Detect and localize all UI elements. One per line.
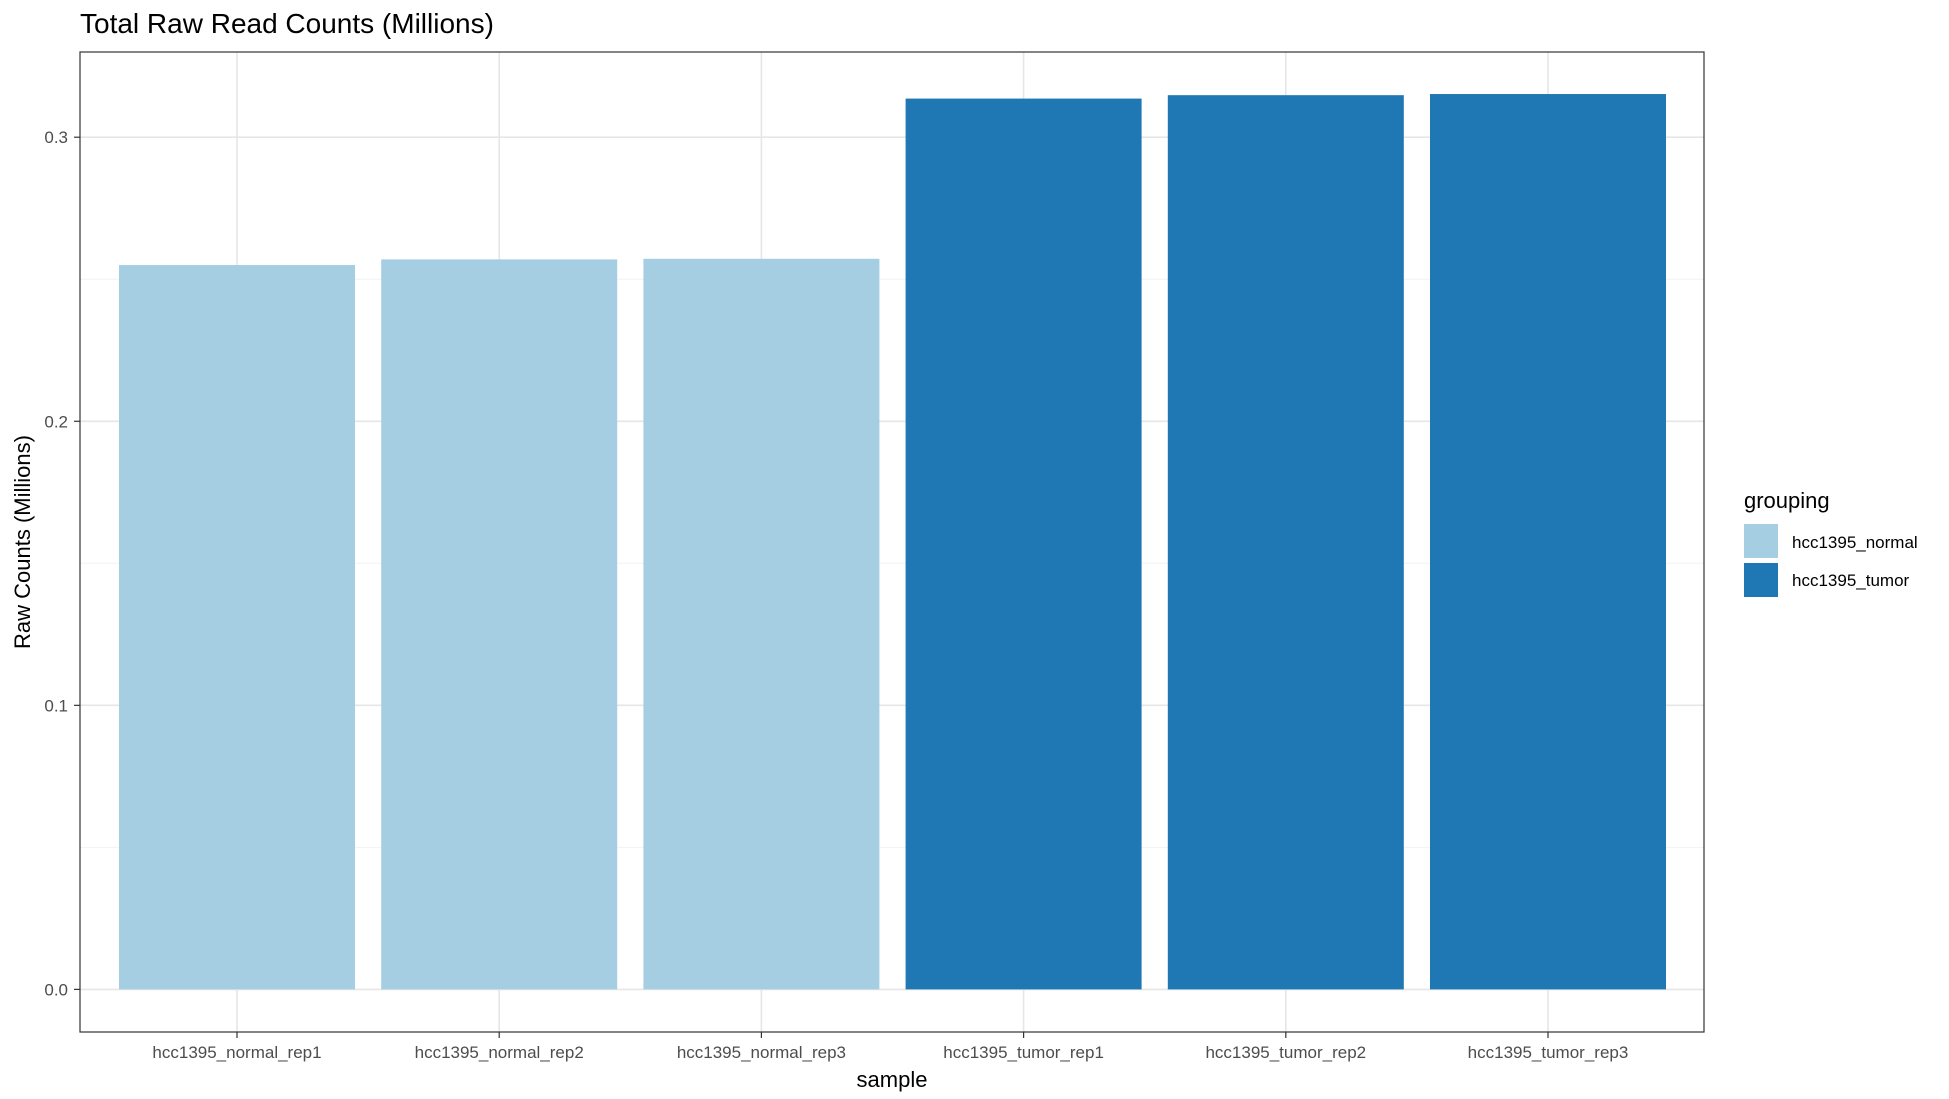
legend: grouping hcc1395_normal hcc1395_tumor bbox=[1744, 488, 1918, 597]
bars bbox=[119, 94, 1666, 990]
y-tick-label: 0.1 bbox=[44, 696, 68, 715]
legend-title: grouping bbox=[1744, 488, 1830, 513]
plot-border bbox=[79, 51, 1705, 1033]
bar bbox=[905, 98, 1142, 990]
legend-swatch-normal bbox=[1744, 524, 1778, 558]
x-axis-title: sample bbox=[857, 1067, 928, 1092]
bar bbox=[1167, 95, 1404, 990]
bar bbox=[381, 259, 618, 990]
y-axis-ticks: 0.0 0.1 0.2 0.3 bbox=[44, 128, 80, 999]
bar bbox=[1430, 94, 1666, 990]
y-tick-label: 0.2 bbox=[44, 412, 68, 431]
x-tick-label: hcc1395_normal_rep3 bbox=[677, 1043, 846, 1062]
bar bbox=[643, 258, 880, 990]
x-tick-label: hcc1395_tumor_rep3 bbox=[1468, 1043, 1629, 1062]
legend-label-normal: hcc1395_normal bbox=[1792, 533, 1918, 552]
legend-label-tumor: hcc1395_tumor bbox=[1792, 571, 1910, 590]
y-tick-label: 0.0 bbox=[44, 980, 68, 999]
chart-title: Total Raw Read Counts (Millions) bbox=[80, 8, 494, 39]
legend-swatch-tumor bbox=[1744, 563, 1778, 597]
x-tick-label: hcc1395_normal_rep1 bbox=[152, 1043, 321, 1062]
x-tick-label: hcc1395_tumor_rep1 bbox=[943, 1043, 1104, 1062]
x-axis-ticks: hcc1395_normal_rep1 hcc1395_normal_rep2 hc… bbox=[152, 1032, 1628, 1062]
x-tick-label: hcc1395_tumor_rep2 bbox=[1205, 1043, 1366, 1062]
y-tick-label: 0.3 bbox=[44, 128, 68, 147]
bar bbox=[119, 265, 355, 990]
x-tick-label: hcc1395_normal_rep2 bbox=[415, 1043, 584, 1062]
y-axis-title: Raw Counts (Millions) bbox=[10, 435, 35, 649]
